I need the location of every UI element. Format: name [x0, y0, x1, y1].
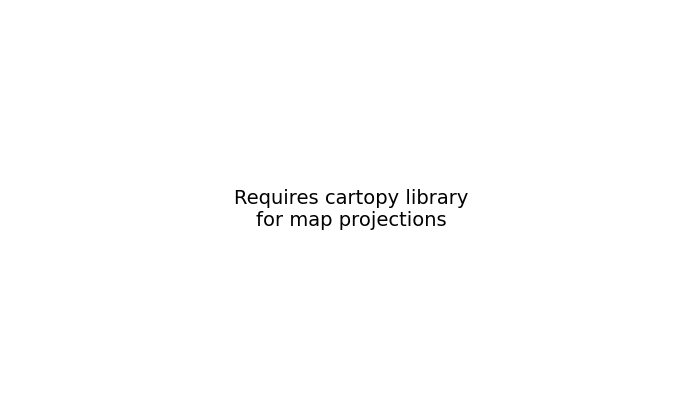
- Text: Requires cartopy library
for map projections: Requires cartopy library for map project…: [234, 188, 469, 229]
